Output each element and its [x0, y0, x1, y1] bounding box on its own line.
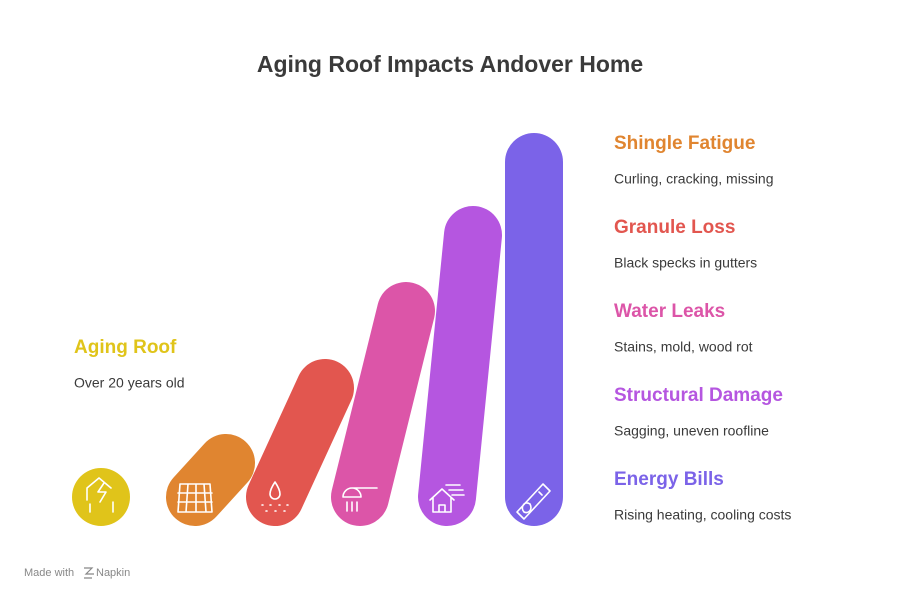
bar [166, 434, 255, 526]
item-label: Shingle Fatigue [614, 133, 755, 154]
leak-icon [342, 487, 378, 512]
energy-icon [516, 483, 551, 520]
footer-text: Made with [24, 567, 74, 579]
item-description: Rising heating, cooling costs [614, 507, 791, 523]
footer-brand: Napkin [96, 567, 130, 579]
item-label: Energy Bills [614, 469, 724, 490]
icons [86, 477, 551, 520]
item-label: Granule Loss [614, 217, 735, 238]
napkin-logo [84, 567, 94, 579]
item-description: Curling, cracking, missing [614, 171, 774, 187]
bar [331, 282, 435, 526]
item-description: Sagging, uneven roofline [614, 423, 769, 439]
bar [246, 359, 354, 526]
shingles-icon [177, 483, 213, 513]
bars [72, 133, 563, 526]
item-label: Structural Damage [614, 385, 783, 406]
start-label: Aging Roof [74, 337, 177, 358]
granule-icon [261, 481, 289, 512]
item-label: Water Leaks [614, 301, 725, 322]
house-crack-icon [86, 477, 114, 513]
start-description: Over 20 years old [74, 375, 185, 391]
item-description: Stains, mold, wood rot [614, 339, 753, 355]
title: Aging Roof Impacts Andover Home [257, 51, 643, 77]
item-description: Black specks in gutters [614, 255, 757, 271]
bar [418, 206, 502, 526]
start-circle [72, 468, 130, 526]
structure-icon [429, 484, 465, 513]
